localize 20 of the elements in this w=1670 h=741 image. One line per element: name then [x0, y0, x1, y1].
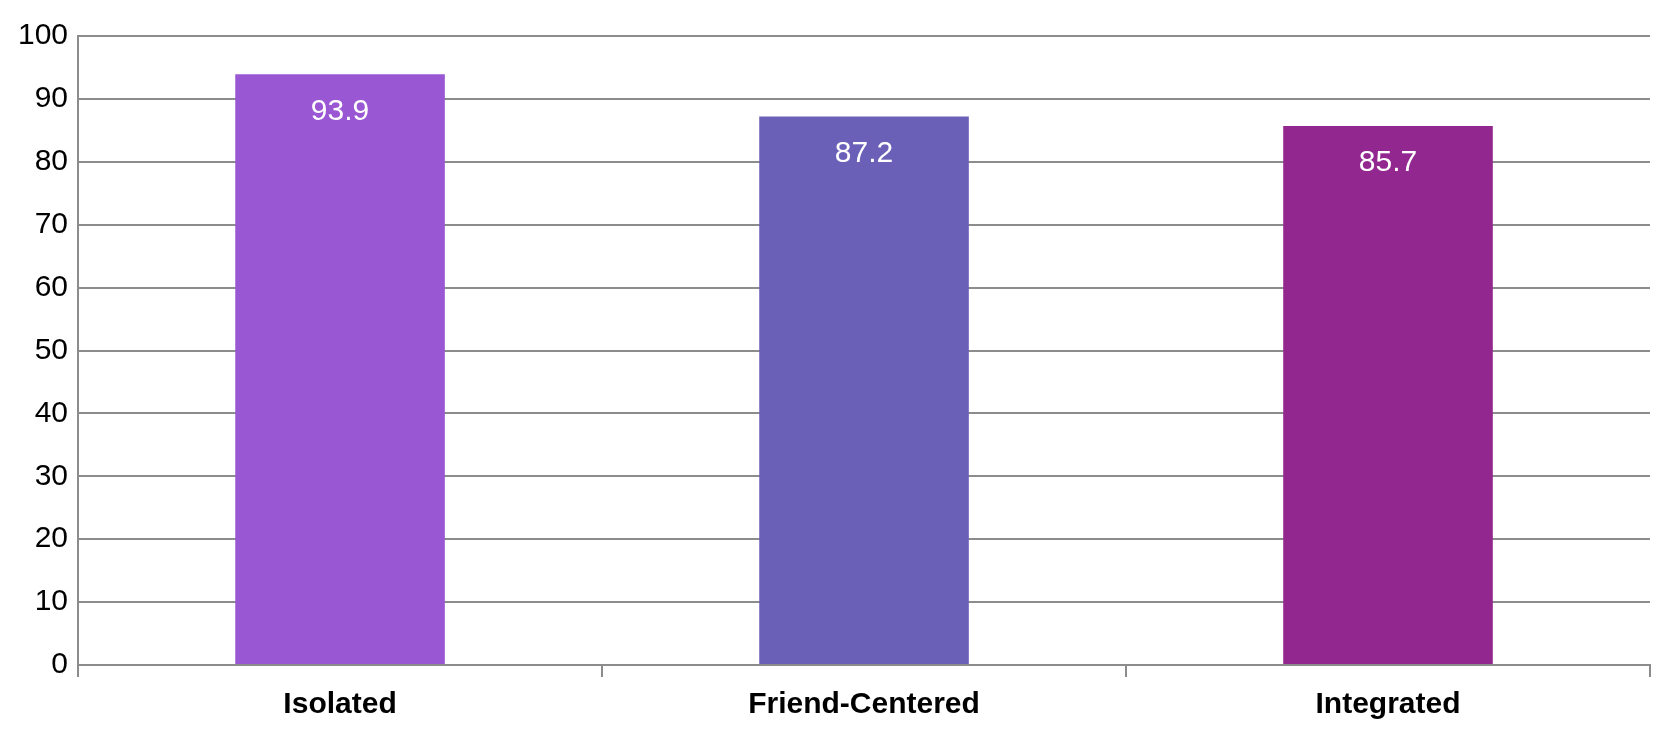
- x-tick-label: Isolated: [283, 686, 397, 720]
- data-label: 93.9: [310, 92, 370, 126]
- x-tick-label: Friend-Centered: [748, 686, 980, 720]
- y-tick-label: 100: [17, 17, 69, 51]
- bar: [759, 116, 969, 664]
- y-tick-label: 70: [34, 205, 69, 239]
- data-label: 85.7: [1358, 144, 1418, 178]
- y-tick-label: 80: [34, 143, 69, 177]
- y-tick-label: 30: [34, 457, 69, 491]
- x-tick-label: Integrated: [1315, 686, 1461, 720]
- bar: [235, 74, 445, 664]
- y-tick-label: 0: [51, 646, 69, 680]
- y-tick-label: 10: [34, 583, 69, 617]
- y-tick-label: 60: [34, 268, 69, 302]
- y-tick-label: 90: [34, 80, 69, 114]
- bar: [1283, 125, 1493, 664]
- y-tick-label: 20: [34, 520, 69, 554]
- data-label: 87.2: [834, 134, 894, 168]
- y-tick-label: 50: [34, 331, 69, 365]
- y-tick-label: 40: [34, 394, 69, 428]
